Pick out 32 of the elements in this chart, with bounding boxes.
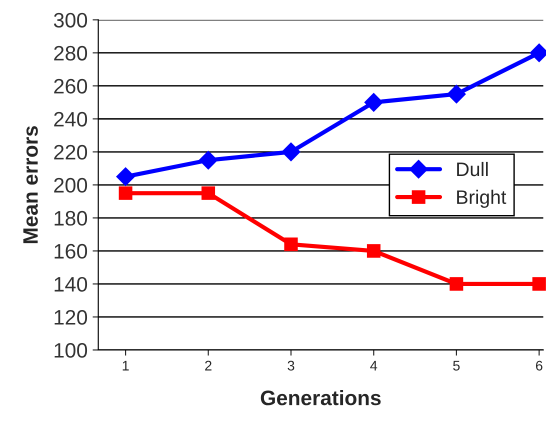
x-tick-label: 4 — [370, 360, 378, 370]
y-tick-label: 160 — [54, 244, 88, 259]
point — [366, 244, 380, 258]
point — [282, 142, 300, 162]
point — [116, 167, 135, 186]
y-tick-label: 100 — [54, 342, 88, 358]
point — [364, 93, 384, 112]
point — [202, 186, 216, 200]
x-axis-title: Generations — [260, 390, 381, 406]
y-tick-label: 280 — [54, 46, 88, 61]
point — [450, 277, 464, 291]
y-tick-label: 180 — [54, 210, 88, 226]
y-tick-label: 140 — [54, 276, 88, 292]
x-tick-label: 6 — [536, 360, 542, 371]
y-tick-label: 300 — [54, 12, 88, 28]
point — [447, 84, 466, 104]
legend-label: Bright — [457, 190, 506, 208]
point — [118, 186, 132, 200]
y-axis-title: Mean errors — [23, 126, 38, 244]
y-tick-label: 200 — [54, 178, 88, 193]
x-tick-label: 5 — [453, 360, 460, 371]
x-tick-label: 3 — [288, 360, 294, 371]
point — [532, 277, 546, 291]
x-tick-label: 2 — [205, 360, 212, 370]
x-tick-label: 1 — [122, 360, 129, 370]
y-tick-label: 260 — [54, 78, 88, 94]
y-tick-label: 120 — [54, 310, 88, 325]
y-tick-label: 240 — [54, 112, 88, 127]
point — [198, 150, 218, 170]
point — [284, 238, 298, 252]
y-tick-label: 220 — [54, 144, 88, 160]
legend-label: Dull — [457, 162, 488, 176]
